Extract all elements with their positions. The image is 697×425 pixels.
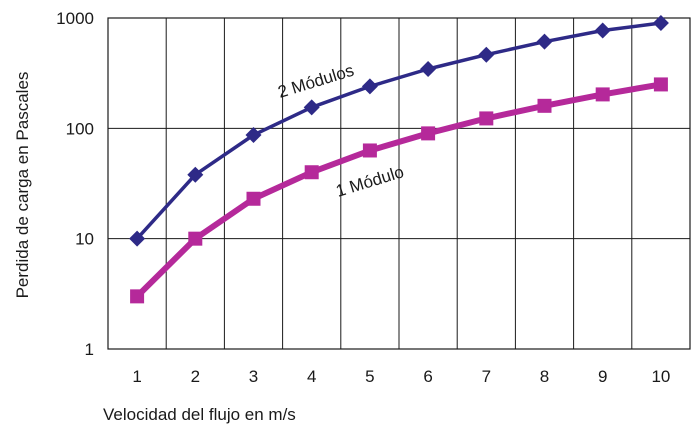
x-tick-label: 10: [651, 367, 670, 386]
data-point-diamond: [420, 60, 437, 77]
series-layer: [129, 15, 669, 304]
series-label-1-modulo: 1 Módulo: [334, 162, 406, 201]
data-point-square: [479, 111, 494, 126]
x-tick-label: 7: [482, 367, 491, 386]
data-point-square: [362, 143, 377, 158]
y-axis-ticks: 1 10 100 1000: [56, 9, 94, 359]
x-tick-label: 4: [307, 367, 316, 386]
data-point-diamond: [536, 33, 553, 50]
data-point-diamond: [303, 99, 320, 116]
y-tick-label: 1000: [56, 9, 94, 28]
data-point-diamond: [478, 46, 495, 63]
y-tick-label: 1: [85, 340, 94, 359]
data-point-square: [246, 191, 261, 206]
x-tick-label: 6: [423, 367, 432, 386]
x-tick-label: 2: [191, 367, 200, 386]
data-point-square: [653, 77, 668, 92]
series-2: [130, 77, 668, 304]
data-point-diamond: [594, 22, 611, 39]
x-tick-label: 8: [540, 367, 549, 386]
series-line: [134, 81, 662, 299]
data-point-diamond: [361, 78, 378, 95]
plot-frame: [107, 17, 691, 350]
x-axis-ticks: 1 2 3 4 5 6 7 8 9 10: [132, 367, 670, 386]
data-point-square: [537, 98, 552, 113]
grid: [108, 18, 690, 349]
y-axis-title: Perdida de carga en Pascales: [13, 72, 32, 299]
y-tick-label: 10: [75, 230, 94, 249]
series-line: [135, 21, 662, 240]
data-point-square: [304, 165, 319, 180]
data-point-square: [421, 126, 436, 141]
x-tick-label: 5: [365, 367, 374, 386]
x-tick-label: 9: [598, 367, 607, 386]
data-point-diamond: [187, 166, 204, 183]
data-point-diamond: [129, 230, 146, 247]
series-1: [129, 15, 669, 247]
x-axis-title: Velocidad del flujo en m/s: [103, 405, 296, 424]
data-point-diamond: [652, 15, 669, 32]
data-point-square: [188, 231, 203, 246]
x-tick-label: 3: [249, 367, 258, 386]
data-point-square: [130, 289, 145, 304]
data-point-diamond: [245, 127, 262, 144]
x-tick-label: 1: [132, 367, 141, 386]
data-point-square: [595, 87, 610, 102]
y-tick-label: 100: [66, 119, 94, 138]
